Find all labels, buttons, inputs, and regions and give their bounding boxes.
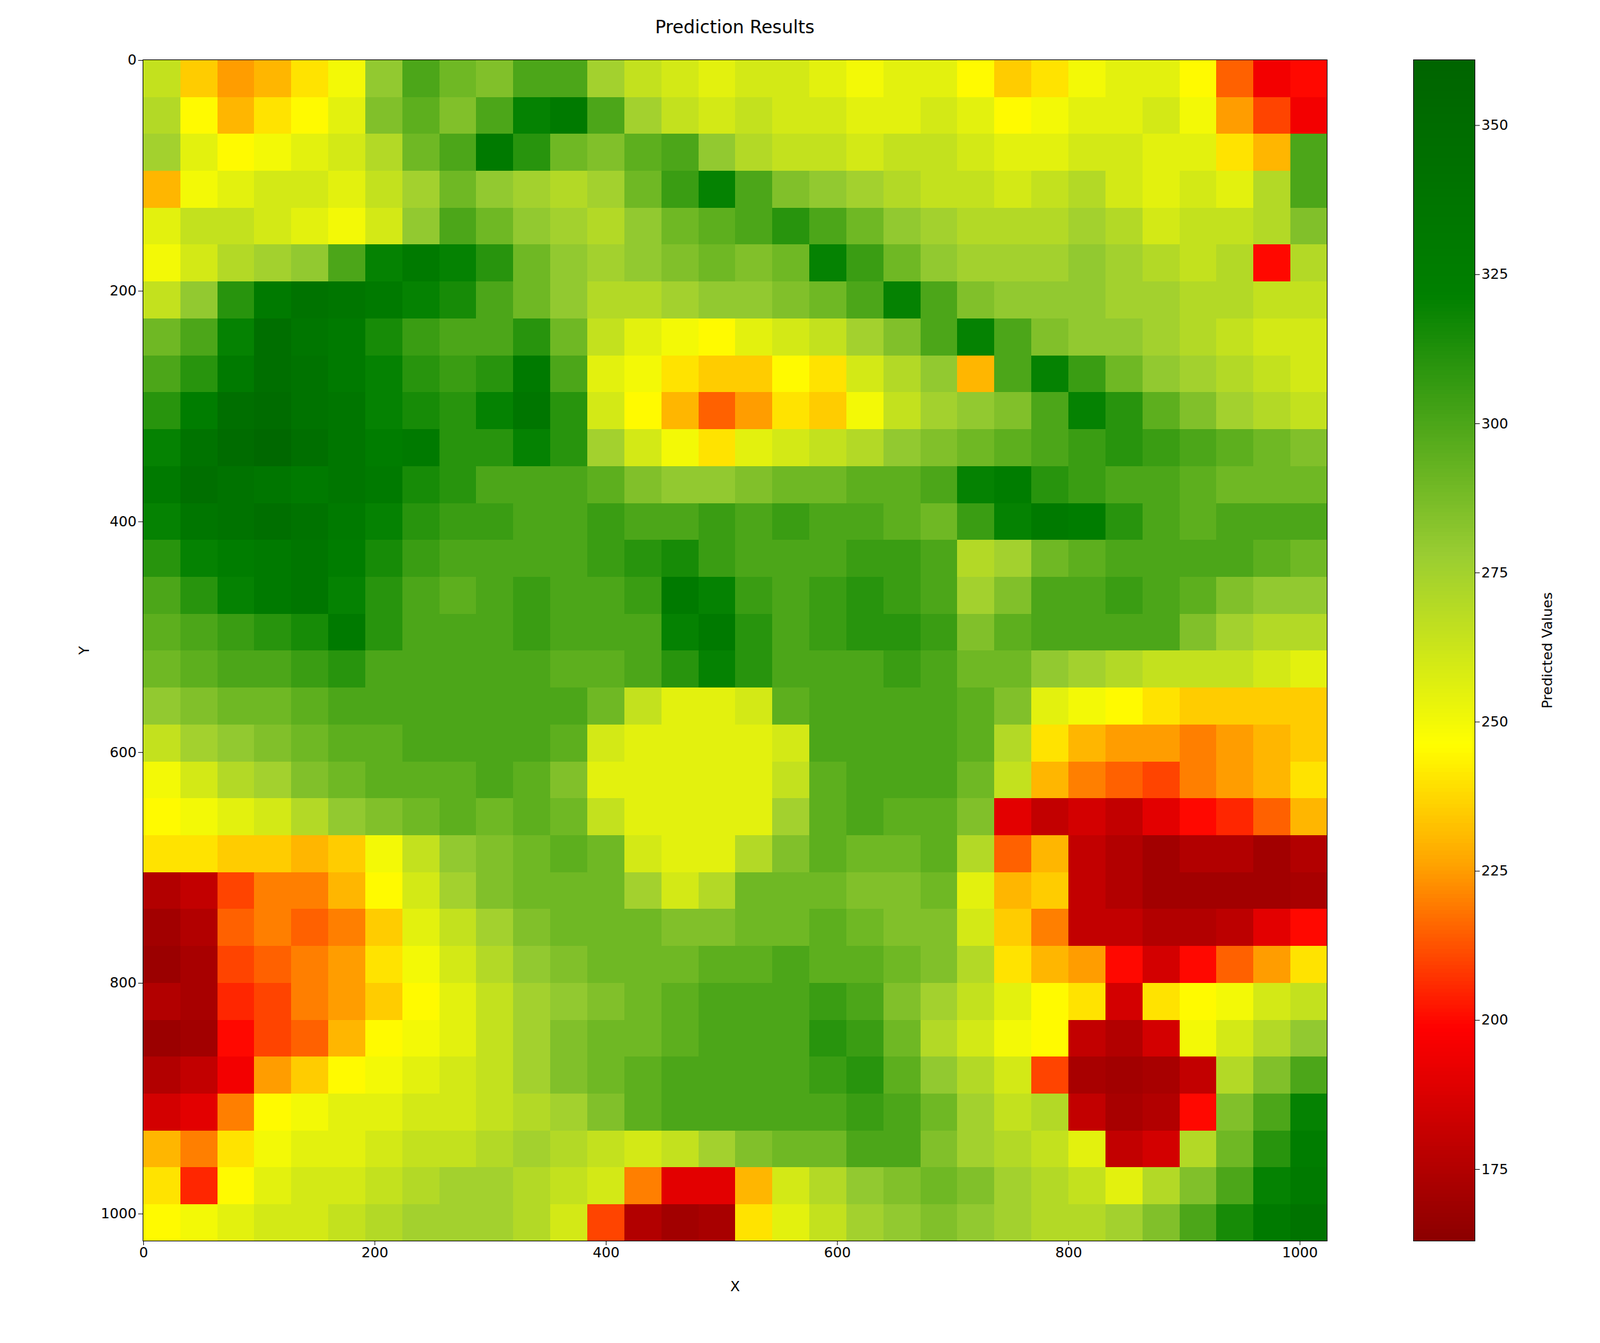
svg-text:200: 200	[1481, 1012, 1509, 1029]
svg-text:0: 0	[138, 1244, 148, 1261]
svg-text:200: 200	[110, 282, 137, 299]
svg-text:400: 400	[592, 1244, 620, 1261]
svg-text:1000: 1000	[101, 1205, 137, 1222]
svg-text:175: 175	[1481, 1161, 1509, 1178]
svg-text:225: 225	[1481, 863, 1509, 880]
svg-text:400: 400	[110, 513, 137, 530]
svg-text:Predicted Values: Predicted Values	[1539, 592, 1556, 709]
svg-text:0: 0	[127, 51, 137, 68]
svg-text:600: 600	[110, 744, 137, 761]
svg-text:350: 350	[1481, 117, 1509, 134]
svg-text:300: 300	[1481, 415, 1509, 432]
svg-text:600: 600	[823, 1244, 851, 1261]
svg-text:325: 325	[1481, 266, 1509, 283]
html-text:Prediction Results: Prediction Results	[655, 16, 815, 38]
svg-text:1000: 1000	[1282, 1244, 1318, 1261]
svg-text:Y: Y	[76, 646, 93, 656]
svg-text:250: 250	[1481, 713, 1509, 730]
svg-text:200: 200	[361, 1244, 389, 1261]
svg-text:800: 800	[110, 974, 137, 991]
svg-text:275: 275	[1481, 564, 1509, 581]
svg-text:X: X	[729, 1278, 740, 1295]
svg-text:800: 800	[1054, 1244, 1082, 1261]
